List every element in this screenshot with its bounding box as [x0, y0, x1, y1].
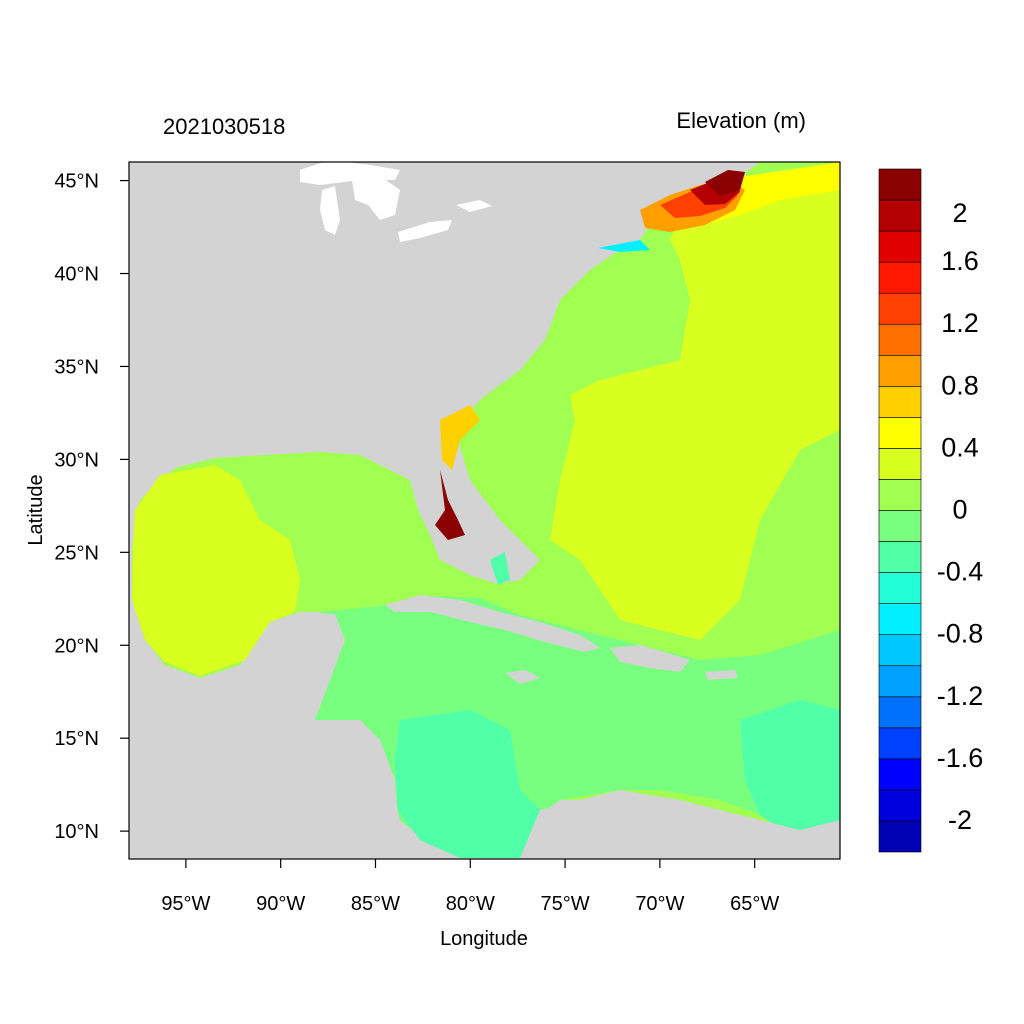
map-frame [128, 161, 841, 860]
colorbar-label: -1.2 [937, 681, 984, 711]
y-tick-label: 25°N [54, 542, 99, 564]
colorbar-label: -0.8 [937, 619, 984, 649]
colorbar-swatch [878, 603, 922, 635]
colorbar-swatch [878, 572, 922, 604]
variable-title: Elevation (m) [676, 108, 806, 133]
colorbar [878, 168, 922, 853]
florida-surge [435, 470, 465, 540]
colorbar-swatch [878, 789, 922, 822]
puerto-rico [705, 670, 738, 680]
colorbar-label: -1.6 [937, 743, 984, 773]
colorbar-swatch [878, 354, 922, 387]
colorbar-label: 0.8 [941, 370, 979, 400]
x-tick-label: 75°W [541, 893, 590, 915]
hispaniola [610, 645, 690, 672]
y-tick-label: 40°N [54, 264, 99, 286]
colorbar-swatch [878, 696, 922, 729]
colorbar-swatch [878, 634, 922, 667]
colombian-basin [395, 710, 540, 858]
colorbar-swatch [878, 386, 922, 418]
colorbar-swatch [878, 448, 922, 480]
lake-erie [398, 220, 452, 242]
map-area [129, 162, 840, 859]
venezuela-coast [520, 790, 840, 859]
x-axis-label: Longitude [440, 928, 528, 950]
y-tick-label: 20°N [54, 635, 99, 657]
colorbar-label: 0 [952, 495, 967, 525]
colorbar-swatch [878, 417, 922, 449]
x-tick-label: 80°W [446, 893, 495, 915]
x-tick-label: 90°W [256, 893, 305, 915]
colorbar-swatch [878, 199, 922, 232]
colorbar-labels: 2 1.6 1.2 0.8 0.4 0 -0.4 -0.8 -1.2 -1.6 -2 [937, 198, 984, 835]
y-tick-label: 15°N [54, 728, 99, 750]
colorbar-swatch [878, 665, 922, 698]
x-tick-label: 65°W [730, 893, 779, 915]
colorbar-swatch [878, 820, 922, 853]
colorbar-swatch [878, 261, 922, 294]
colorbar-swatch [878, 230, 922, 263]
colorbar-label: 1.6 [941, 246, 979, 276]
colorbar-label: -2 [948, 805, 972, 835]
x-tick-label: 85°W [351, 893, 400, 915]
colorbar-swatch [878, 541, 922, 573]
cuba [385, 595, 600, 652]
colorbar-swatch [878, 479, 922, 511]
western-gulf-positive [132, 465, 300, 676]
lake-michigan [320, 186, 340, 235]
longitude-axis: 95°W 90°W 85°W 80°W 75°W 70°W 65°W [161, 859, 779, 915]
colorbar-swatch [878, 292, 922, 325]
central-america [129, 715, 420, 858]
yucatan [262, 612, 345, 720]
x-tick-label: 70°W [635, 893, 684, 915]
y-tick-label: 35°N [54, 356, 99, 378]
colorbar-label: 0.4 [941, 432, 979, 462]
colorbar-swatch [878, 323, 922, 356]
y-tick-label: 10°N [54, 821, 99, 843]
y-tick-label: 30°N [54, 449, 99, 471]
colorbar-label: -0.4 [937, 557, 984, 587]
latitude-axis: 45°N 40°N 35°N 30°N 25°N 20°N 15°N 10°N [54, 171, 129, 843]
lake-huron [352, 176, 400, 220]
jamaica [505, 670, 540, 684]
colorbar-label: 1.2 [941, 308, 979, 338]
colorbar-swatch [878, 758, 922, 791]
colorbar-swatch [878, 168, 922, 201]
x-tick-label: 95°W [161, 893, 210, 915]
lake-ontario [456, 200, 492, 212]
colorbar-label: 2 [952, 198, 967, 228]
date-label: 2021030518 [163, 114, 285, 139]
atlantic-positive-zone [550, 168, 840, 640]
colorbar-swatch [878, 727, 922, 760]
y-tick-label: 45°N [54, 171, 99, 193]
y-axis-label: Latitude [25, 474, 47, 545]
colorbar-swatch [878, 510, 922, 542]
